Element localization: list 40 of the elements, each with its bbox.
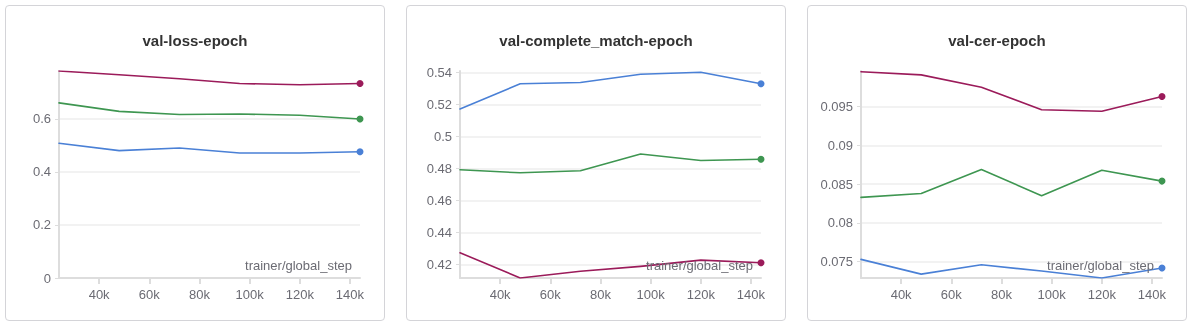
y-tick-label: 0.08 [827,215,853,231]
y-tick-label: 0 [43,270,51,286]
x-tick-label: 120k [1087,287,1117,302]
x-tick-label: 60k [940,287,963,302]
x-tick-label: 40k [489,287,512,302]
y-tick-label: 0.42 [426,256,452,272]
y-tick-label: 0.6 [32,111,51,127]
chart-title: val-complete_match-epoch [499,32,693,49]
x-tick-label: 60k [539,287,562,302]
x-tick-label: 140k [1137,287,1167,302]
y-tick-label: 0.095 [820,99,853,115]
y-tick-label: 0.52 [426,97,452,113]
x-tick-label: 120k [686,287,716,302]
x-tick-label: 100k [636,287,666,302]
y-tick-label: 0.44 [426,224,452,240]
y-tick-label: 0.085 [820,176,853,192]
chart-title: val-cer-epoch [948,32,1046,49]
x-axis-title: trainer/global_step [1047,258,1155,273]
y-tick-label: 0.4 [32,164,51,180]
chart-title: val-loss-epoch [142,32,248,49]
x-tick-label: 80k [589,287,612,302]
x-tick-label: 100k [1037,287,1067,302]
x-tick-label: 40k [88,287,111,302]
y-tick-label: 0.5 [433,129,452,145]
y-tick-label: 0.09 [827,137,853,153]
x-tick-label: 140k [335,287,365,302]
x-tick-label: 140k [736,287,766,302]
x-axis-title: trainer/global_step [245,258,353,273]
x-tick-label: 40k [890,287,913,302]
y-tick-label: 0.46 [426,192,452,208]
x-tick-label: 60k [138,287,161,302]
y-tick-label: 0.2 [32,217,51,233]
x-tick-label: 120k [285,287,315,302]
x-tick-label: 80k [990,287,1013,302]
x-tick-label: 100k [235,287,265,302]
x-tick-label: 80k [188,287,211,302]
y-tick-label: 0.48 [426,161,452,177]
y-tick-label: 0.075 [820,254,853,270]
y-tick-label: 0.54 [426,65,452,81]
x-axis-title: trainer/global_step [646,258,754,273]
